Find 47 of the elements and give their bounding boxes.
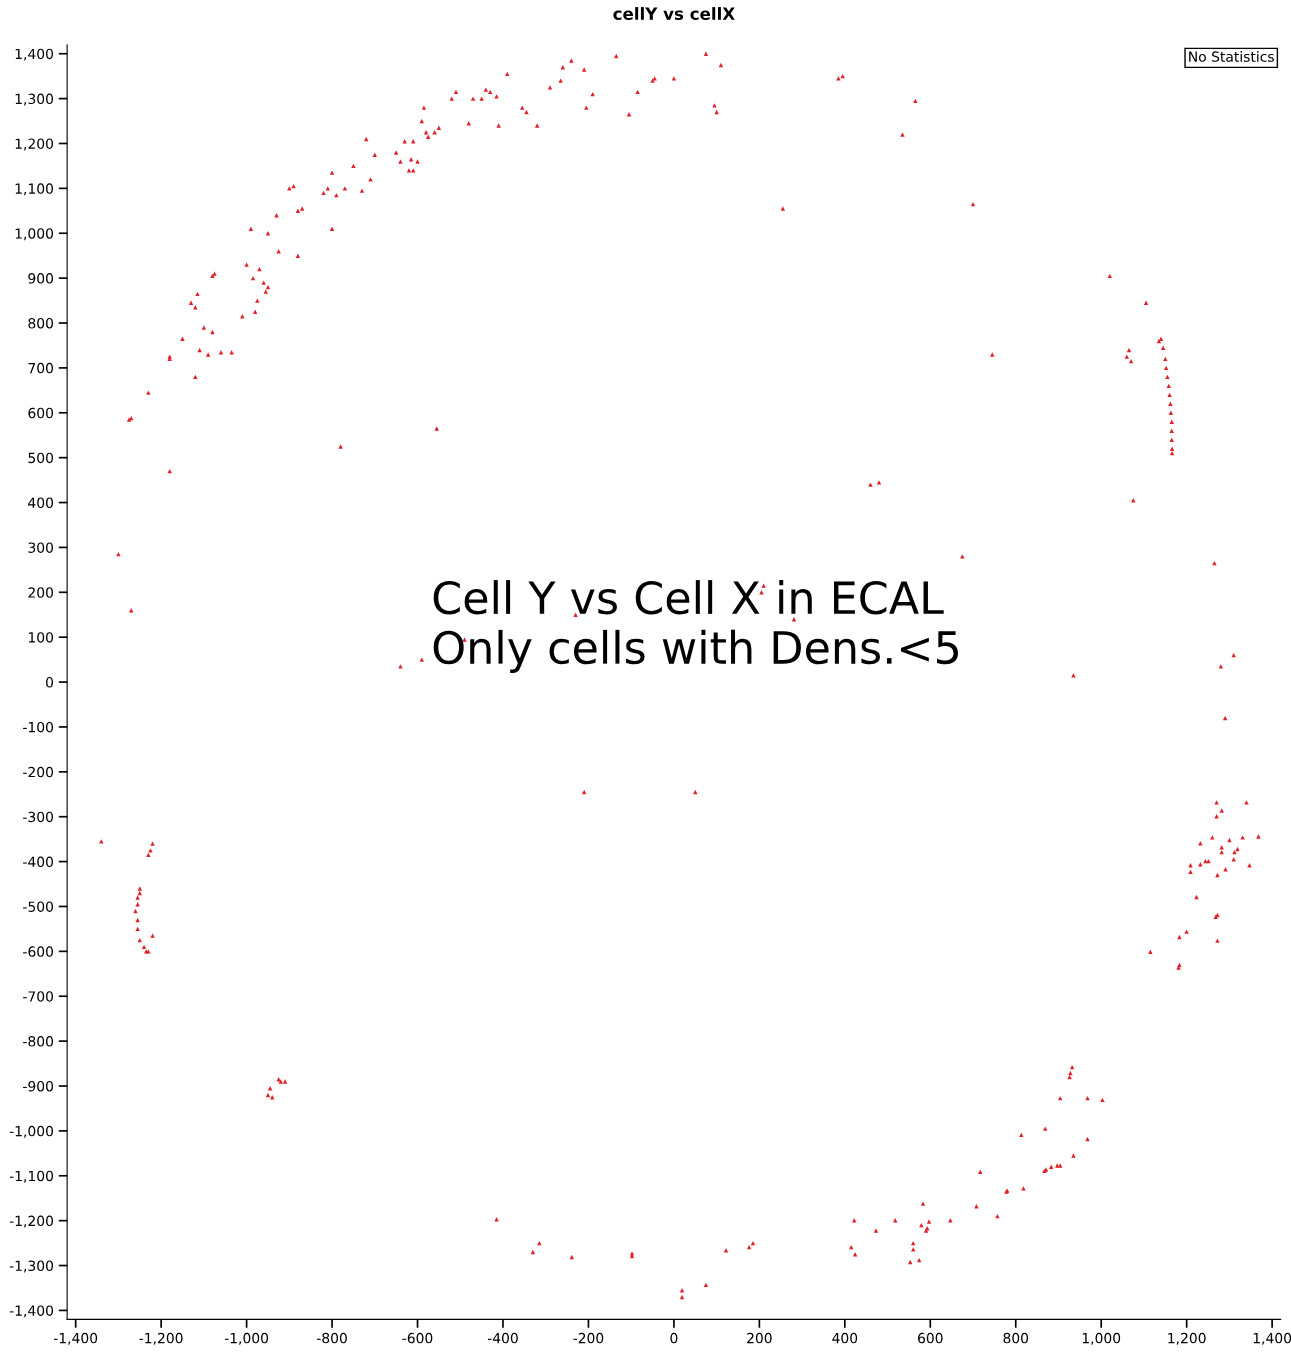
x-tick-label: 1,200 [1168,1332,1206,1345]
y-tick-label: -1,100 [9,1170,54,1183]
y-tick-label: 400 [28,497,54,509]
y-tick-label: -500 [23,901,54,912]
y-tick-label: -300 [23,811,54,823]
y-tick-label: 1,300 [15,93,54,106]
x-tick-label: 1,000 [1082,1332,1121,1345]
y-tick-label: 600 [28,407,54,419]
x-tick-label: -200 [573,1332,604,1344]
y-tick-label: 200 [28,587,54,598]
y-tick-label: -400 [23,856,54,868]
y-tick-label: 700 [28,362,54,374]
x-tick-label: 600 [918,1332,943,1344]
y-tick-label: -800 [23,1036,54,1047]
x-tick-label: 1,400 [1253,1332,1291,1345]
y-tick-label: -100 [23,721,54,733]
y-tick-label: 1,000 [15,228,54,241]
y-tick-label: 1,100 [15,183,54,196]
y-tick-label: 800 [28,317,54,329]
x-tick-label: -800 [316,1332,347,1344]
x-tick-label: -1,400 [53,1332,98,1345]
y-tick-label: -1,000 [9,1125,54,1138]
y-tick-label: -200 [23,766,54,778]
x-tick-label: -1,200 [139,1332,183,1345]
y-tick-label: -600 [23,946,54,957]
x-tick-label: -600 [402,1332,433,1344]
y-tick-label: 100 [28,632,54,643]
x-tick-label: -1,000 [224,1332,269,1345]
x-tick-label: 800 [1003,1332,1029,1344]
x-tick-label: -400 [487,1332,518,1344]
y-tick-label: -1,400 [9,1305,54,1318]
y-tick-label: 900 [28,273,54,284]
y-tick-label: 0 [46,677,54,688]
y-tick-label: -700 [23,991,54,1002]
chart-title: cellY vs cellX [613,7,735,20]
x-tick-label: 400 [832,1332,858,1344]
annotation: Cell Y vs Cell X in ECAL Only cells with Dens.<5 [433,580,958,673]
y-tick-label: -900 [23,1080,54,1092]
y-tick-label: -1,300 [9,1260,54,1273]
y-tick-label: 1,200 [15,138,54,151]
x-tick-label: 200 [747,1332,772,1344]
y-tick-label: -1,200 [9,1215,54,1228]
x-tick-label: 0 [670,1332,678,1344]
annotation: No Statistics [1189,51,1274,62]
y-tick-label: 1,400 [15,48,54,61]
y-tick-label: 500 [28,452,54,464]
y-tick-label: 300 [28,542,54,553]
